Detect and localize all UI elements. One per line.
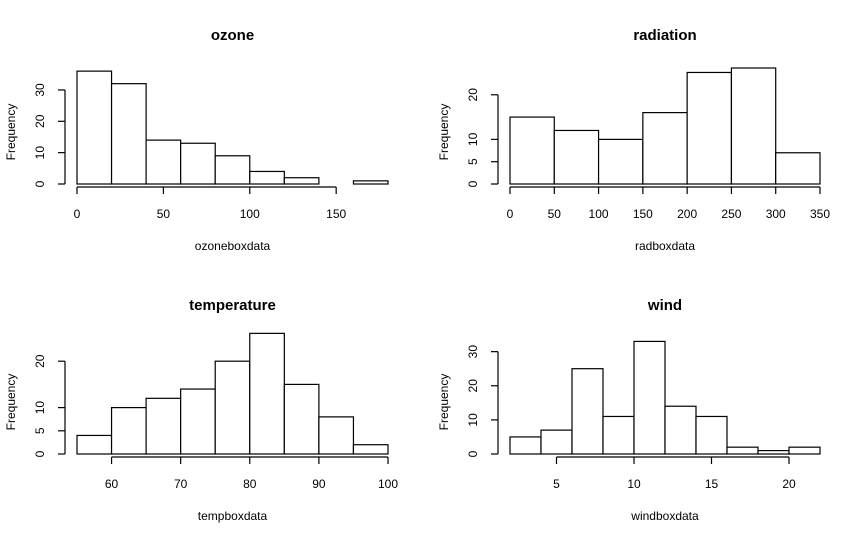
histogram-bar (76, 70, 113, 185)
x-tick-label: 300 (766, 207, 786, 221)
x-tick-label: 60 (105, 477, 119, 491)
histogram-bar (180, 388, 216, 455)
x-tick-label: 250 (721, 207, 741, 221)
y-axis-label: Frequency (4, 104, 18, 161)
histogram-bar (249, 170, 285, 185)
y-axis-label: Frequency (4, 374, 18, 431)
y-tick-label: 30 (33, 83, 47, 97)
x-tick-label: 150 (633, 207, 653, 221)
y-tick-label: 0 (466, 180, 480, 187)
chart-title: wind (647, 297, 682, 314)
y-tick-label: 30 (466, 345, 480, 359)
histogram-bar (730, 67, 777, 185)
histogram-bar (597, 138, 644, 185)
histogram-bar (664, 405, 697, 455)
histogram-bar (352, 180, 389, 185)
y-tick-label: 20 (466, 88, 480, 102)
histogram-bar (110, 83, 147, 185)
histogram-bar (352, 444, 389, 455)
histogram-bar (110, 407, 147, 455)
x-tick-label: 0 (74, 207, 81, 221)
x-tick-label: 100 (378, 477, 398, 491)
y-tick-label: 10 (466, 132, 480, 146)
x-tick-label: 50 (548, 207, 562, 221)
x-tick-label: 80 (243, 477, 257, 491)
chart-panel-radiation: radiation 0 50 100 150 200 250 300 350 0 5 10 20 radb… (437, 27, 830, 253)
histogram-bar (249, 332, 285, 455)
chart-title: ozone (211, 27, 254, 44)
chart-panel-temperature: temperature 60 70 80 90 100 0 5 10 20 tempboxdata F… (4, 297, 398, 523)
y-axis-label: Frequency (437, 374, 451, 431)
x-tick-label: 90 (312, 477, 326, 491)
y-tick-label: 0 (33, 180, 47, 187)
x-tick-label: 5 (553, 477, 560, 491)
y-tick-label: 5 (33, 427, 47, 434)
x-axis-label: radboxdata (635, 239, 695, 253)
x-tick-label: 0 (507, 207, 514, 221)
histogram-bar (633, 340, 666, 455)
x-tick-label: 350 (810, 207, 830, 221)
x-axis-label: tempboxdata (198, 509, 268, 523)
chart-panel-ozone: ozone 0 50 100 150 0 10 20 30 ozoneboxdata Frequen… (4, 27, 389, 253)
histogram-bar (180, 142, 216, 185)
histogram-bar (553, 129, 600, 185)
y-tick-label: 10 (33, 146, 47, 160)
y-tick-label: 10 (33, 401, 47, 415)
histogram-bar (775, 152, 821, 185)
histogram-bar (571, 368, 604, 455)
histogram-bar (214, 155, 251, 185)
chart-panel-wind: wind 5 10 15 20 0 10 20 30 windboxdata Frequency (437, 297, 821, 523)
x-axis-label: ozoneboxdata (195, 239, 271, 253)
y-tick-label: 20 (466, 379, 480, 393)
x-tick-label: 200 (677, 207, 697, 221)
histogram-bar (788, 446, 821, 455)
y-axis-label: Frequency (437, 104, 451, 161)
histogram-bar (318, 416, 355, 455)
histogram-bar (757, 449, 790, 455)
x-tick-label: 100 (589, 207, 609, 221)
x-tick-label: 10 (627, 477, 641, 491)
histogram-bar (602, 415, 635, 455)
x-tick-label: 50 (157, 207, 171, 221)
histogram-bar (509, 436, 542, 455)
x-tick-label: 70 (174, 477, 188, 491)
y-tick-label: 0 (466, 450, 480, 457)
histogram-bar (695, 415, 728, 455)
x-tick-label: 15 (705, 477, 719, 491)
histogram-bar (283, 383, 320, 455)
histogram-bar (726, 446, 759, 455)
x-tick-label: 100 (240, 207, 260, 221)
histogram-bar (283, 177, 320, 185)
x-tick-label: 150 (326, 207, 346, 221)
y-tick-label: 20 (33, 354, 47, 368)
chart-title: temperature (189, 297, 276, 314)
x-axis-label: windboxdata (630, 509, 699, 523)
y-tick-label: 20 (33, 114, 47, 128)
histogram-bar (145, 397, 182, 455)
histogram-bar (540, 429, 573, 455)
chart-title: radiation (633, 27, 696, 44)
y-tick-label: 10 (466, 413, 480, 427)
y-tick-label: 0 (33, 450, 47, 457)
histogram-bar (686, 71, 733, 185)
x-tick-label: 20 (782, 477, 796, 491)
histogram-bar (214, 360, 251, 455)
histogram-bar (145, 139, 182, 185)
histogram-bar (642, 112, 688, 185)
histogram-bar (76, 434, 113, 455)
histogram-bar (509, 116, 555, 185)
y-tick-label: 5 (466, 158, 480, 165)
